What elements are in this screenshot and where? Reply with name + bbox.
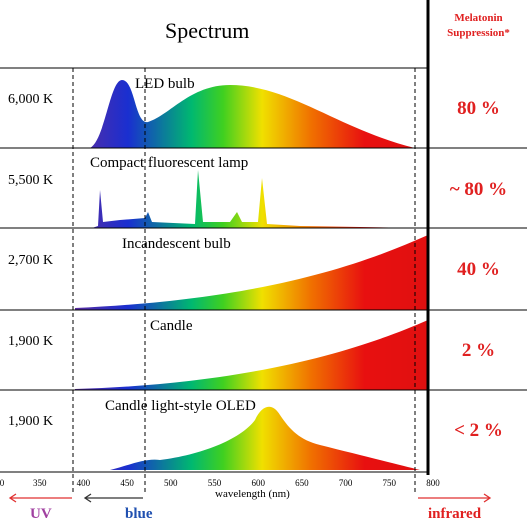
- suppression: 2 %: [461, 339, 496, 361]
- temperature: 2,700 K: [8, 253, 54, 268]
- spectrum: [92, 170, 420, 228]
- uv-label: UV: [30, 506, 52, 522]
- tick-label: 500: [164, 478, 178, 488]
- dashes: [72, 68, 416, 495]
- arrow: [83, 493, 143, 503]
- tick-label: 600: [251, 478, 265, 488]
- temperature: 5,500 K: [8, 172, 54, 188]
- tick-label: 700: [338, 478, 353, 488]
- suppression-title: Melatonin: [454, 12, 503, 24]
- tick-label: 750: [382, 478, 397, 488]
- temperature: 1,900 K: [8, 414, 54, 429]
- source: LED bulb: [135, 76, 195, 92]
- arrow: [8, 493, 72, 503]
- temperature: 1,900 K: [8, 333, 54, 349]
- spectrum: [110, 406, 420, 470]
- spectrum: [75, 320, 428, 390]
- arrow: [418, 493, 492, 503]
- spectra: [75, 80, 428, 470]
- suppression: < 2 %: [454, 420, 503, 441]
- suppression: ~ 80 %: [449, 178, 508, 200]
- spectrum: [75, 235, 428, 310]
- tick-label: 400: [76, 478, 91, 488]
- tick-label: 450: [120, 478, 134, 488]
- tick-label: 650: [295, 478, 309, 488]
- source: Candle light-style OLED: [105, 398, 256, 414]
- tick-label: 0: [0, 478, 5, 488]
- tick-label: 550: [207, 478, 222, 488]
- blue-label: blue: [125, 506, 153, 522]
- tick-label: 350: [32, 478, 47, 488]
- suppression: 40 %: [457, 259, 500, 280]
- source: Candle: [150, 318, 193, 334]
- grid: [0, 0, 527, 495]
- title: Spectrum: [165, 18, 250, 43]
- suppression-subtitle: Suppression*: [447, 27, 510, 39]
- arrows: [8, 493, 492, 503]
- axis-label: wavelength (nm): [215, 488, 290, 500]
- tick-label: 800: [426, 478, 440, 488]
- spectrum: [90, 80, 415, 148]
- infrared-label: infrared: [428, 506, 482, 522]
- source: Incandescent bulb: [122, 236, 231, 252]
- temperature: 6,000 K: [8, 92, 54, 107]
- suppression: 80 %: [457, 98, 500, 119]
- source: Compact fluorescent lamp: [90, 155, 249, 171]
